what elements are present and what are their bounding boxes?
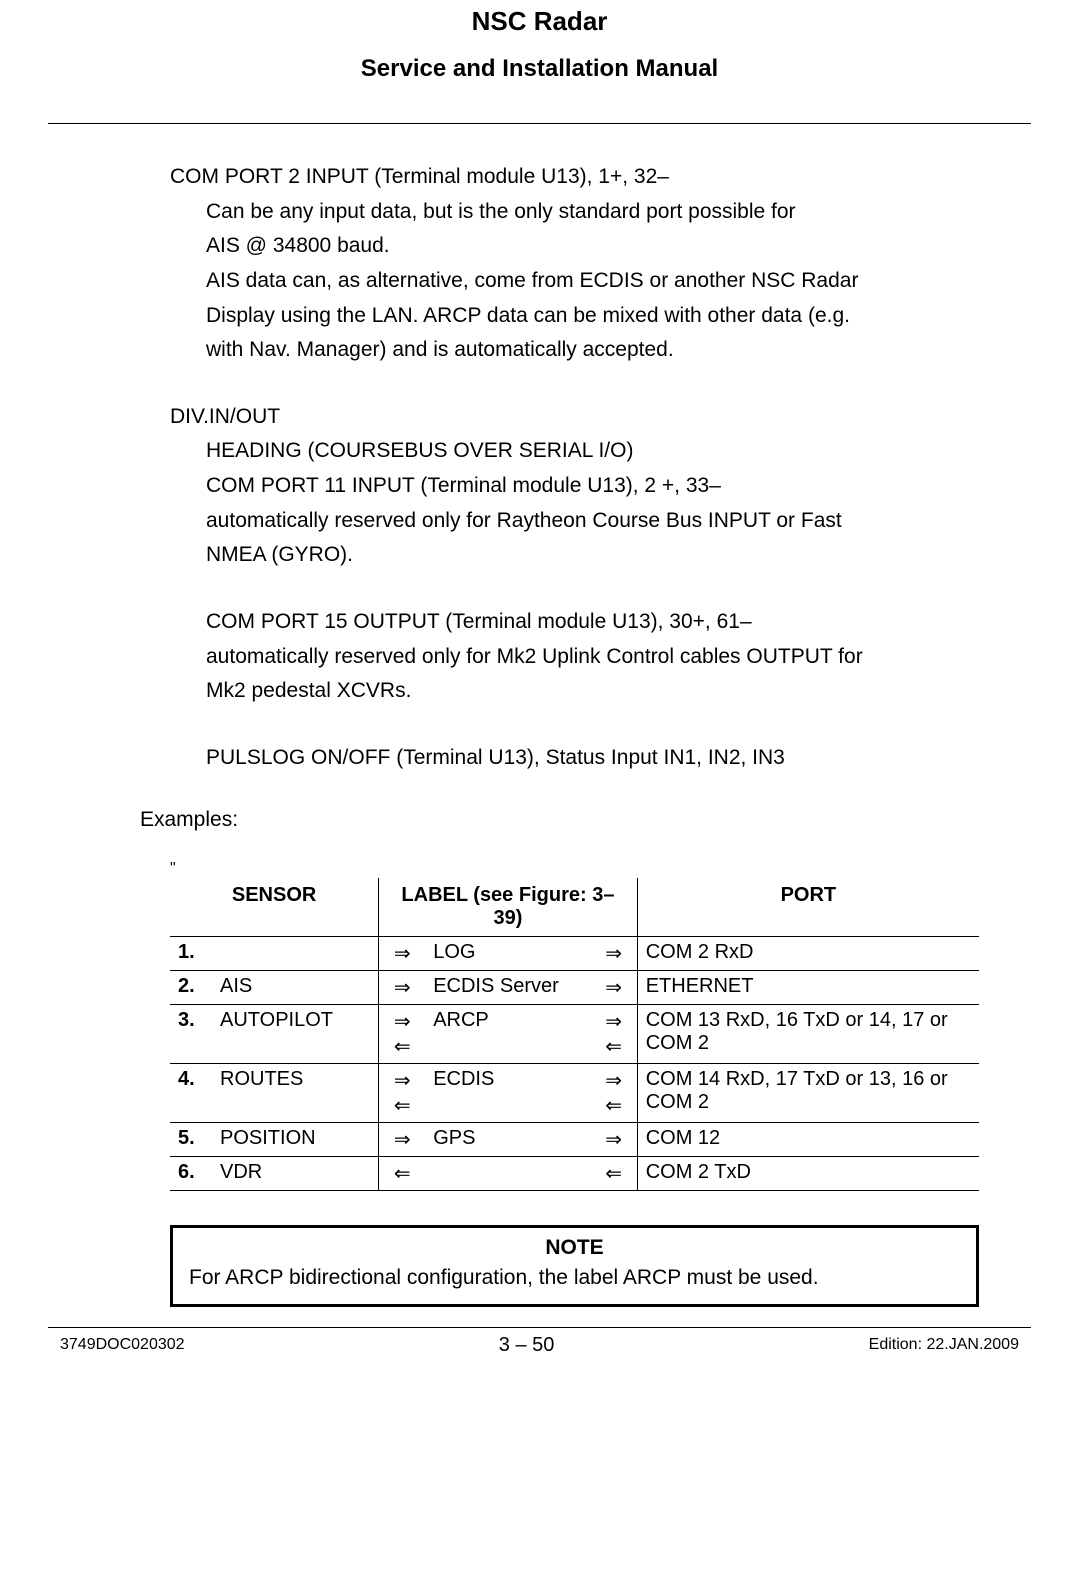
- header-divider: [48, 123, 1031, 124]
- cell-sensor: POSITION: [212, 1122, 379, 1156]
- arrow-icon: ⇒: [379, 1122, 426, 1156]
- paragraph-divinout: DIV.IN/OUT HEADING (COURSEBUS OVER SERIA…: [170, 400, 979, 573]
- arrow-icon: ⇒ ⇐: [591, 1004, 638, 1063]
- cell-num: 5.: [170, 1122, 212, 1156]
- table-header-row: SENSOR LABEL (see Figure: 3–39) PORT: [170, 878, 979, 937]
- text-line: HEADING (COURSEBUS OVER SERIAL I/O): [170, 434, 979, 469]
- text-line: DIV.IN/OUT: [170, 400, 979, 435]
- cell-port: COM 2 RxD: [637, 936, 979, 970]
- text-line: automatically reserved only for Mk2 Upli…: [170, 640, 979, 675]
- cell-port: COM 14 RxD, 17 TxD or 13, 16 or COM 2: [637, 1063, 979, 1122]
- table-row: 1. ⇒ LOG ⇒ COM 2 RxD: [170, 936, 979, 970]
- page: NSC Radar Service and Installation Manua…: [0, 0, 1079, 1377]
- text-line: automatically reserved only for Raytheon…: [170, 504, 979, 539]
- cell-port: COM 12: [637, 1122, 979, 1156]
- table-row: 5. POSITION ⇒ GPS ⇒ COM 12: [170, 1122, 979, 1156]
- body-content: COM PORT 2 INPUT (Terminal module U13), …: [0, 160, 1079, 776]
- cell-port: COM 13 RxD, 16 TxD or 14, 17 or COM 2: [637, 1004, 979, 1063]
- cell-label: GPS: [425, 1122, 590, 1156]
- text-line: COM PORT 11 INPUT (Terminal module U13),…: [170, 469, 979, 504]
- examples-table-wrap: " SENSOR LABEL (see Figure: 3–39) PORT 1…: [0, 860, 1079, 1191]
- text-line: COM PORT 15 OUTPUT (Terminal module U13)…: [170, 605, 979, 640]
- cell-sensor: ROUTES: [212, 1063, 379, 1122]
- note-box: NOTE For ARCP bidirectional configuratio…: [170, 1225, 979, 1307]
- cell-sensor: VDR: [212, 1156, 379, 1190]
- table-row: 6. VDR ⇐ ⇐ COM 2 TxD: [170, 1156, 979, 1190]
- paragraph-comport15: COM PORT 15 OUTPUT (Terminal module U13)…: [170, 605, 979, 709]
- arrow-icon: ⇒: [379, 970, 426, 1004]
- text-line: NMEA (GYRO).: [170, 538, 979, 573]
- cell-label: ECDIS: [425, 1063, 590, 1122]
- table-body: 1. ⇒ LOG ⇒ COM 2 RxD 2. AIS ⇒ ECDIS Serv…: [170, 936, 979, 1190]
- cell-num: 6.: [170, 1156, 212, 1190]
- examples-label: Examples:: [0, 808, 1079, 832]
- cell-sensor: [212, 936, 379, 970]
- text-line: PULSLOG ON/OFF (Terminal U13), Status In…: [170, 741, 979, 776]
- page-header: NSC Radar Service and Installation Manua…: [0, 0, 1079, 83]
- text-line: Display using the LAN. ARCP data can be …: [170, 299, 979, 334]
- cell-sensor: AIS: [212, 970, 379, 1004]
- arrow-icon: ⇒ ⇐: [379, 1004, 426, 1063]
- text-line: AIS data can, as alternative, come from …: [170, 264, 979, 299]
- text-line: COM PORT 2 INPUT (Terminal module U13), …: [170, 160, 979, 195]
- cell-num: 4.: [170, 1063, 212, 1122]
- note-title: NOTE: [189, 1236, 960, 1260]
- examples-table: SENSOR LABEL (see Figure: 3–39) PORT 1. …: [170, 878, 979, 1191]
- arrow-icon: ⇐: [379, 1156, 426, 1190]
- arrow-icon: ⇒ ⇐: [591, 1063, 638, 1122]
- cell-label: ECDIS Server: [425, 970, 590, 1004]
- footer-doc-id: 3749DOC020302: [60, 1336, 185, 1354]
- cell-num: 2.: [170, 970, 212, 1004]
- cell-sensor: AUTOPILOT: [212, 1004, 379, 1063]
- cell-num: 3.: [170, 1004, 212, 1063]
- arrow-icon: ⇒ ⇐: [379, 1063, 426, 1122]
- col-port: PORT: [637, 878, 979, 937]
- table-row: 3. AUTOPILOT ⇒ ⇐ ARCP ⇒ ⇐ COM 13 RxD, 16…: [170, 1004, 979, 1063]
- page-footer: 3749DOC020302 3 – 50 Edition: 22.JAN.200…: [0, 1334, 1079, 1377]
- doc-subtitle: Service and Installation Manual: [0, 55, 1079, 83]
- text-line: AIS @ 34800 baud.: [170, 229, 979, 264]
- text-line: with Nav. Manager) and is automatically …: [170, 333, 979, 368]
- cell-port: COM 2 TxD: [637, 1156, 979, 1190]
- cell-num: 1.: [170, 936, 212, 970]
- arrow-icon: ⇒: [591, 1122, 638, 1156]
- text-line: Can be any input data, but is the only s…: [170, 195, 979, 230]
- note-text: For ARCP bidirectional configuration, th…: [189, 1266, 960, 1290]
- footer-edition: Edition: 22.JAN.2009: [869, 1336, 1019, 1354]
- arrow-icon: ⇒: [591, 936, 638, 970]
- arrow-icon: ⇒: [379, 936, 426, 970]
- col-sensor: SENSOR: [170, 878, 379, 937]
- text-line: Mk2 pedestal XCVRs.: [170, 674, 979, 709]
- footer-divider: [48, 1327, 1031, 1328]
- table-row: 4. ROUTES ⇒ ⇐ ECDIS ⇒ ⇐ COM 14 RxD, 17 T…: [170, 1063, 979, 1122]
- footer-page-number: 3 – 50: [499, 1334, 555, 1357]
- paragraph-comport2: COM PORT 2 INPUT (Terminal module U13), …: [170, 160, 979, 368]
- arrow-icon: ⇐: [591, 1156, 638, 1190]
- table-row: 2. AIS ⇒ ECDIS Server ⇒ ETHERNET: [170, 970, 979, 1004]
- col-label: LABEL (see Figure: 3–39): [379, 878, 637, 937]
- cell-label: LOG: [425, 936, 590, 970]
- cell-label: [425, 1156, 590, 1190]
- cell-port: ETHERNET: [637, 970, 979, 1004]
- doc-title: NSC Radar: [0, 6, 1079, 37]
- arrow-icon: ⇒: [591, 970, 638, 1004]
- cell-label: ARCP: [425, 1004, 590, 1063]
- paragraph-pulslog: PULSLOG ON/OFF (Terminal U13), Status In…: [170, 741, 979, 776]
